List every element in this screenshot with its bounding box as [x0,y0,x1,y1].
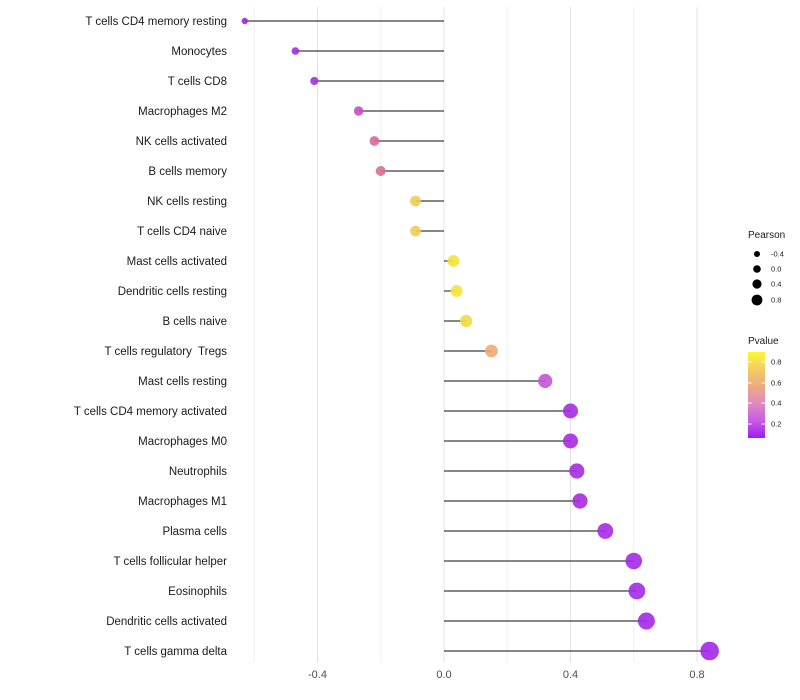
data-point[interactable] [353,106,364,116]
size-legend-label: 0.0 [771,265,781,274]
y-axis-label: T cells gamma delta [124,646,227,658]
data-point[interactable] [241,17,248,25]
x-axis-labels: -0.4 0.0 0.4 0.8 [308,669,705,681]
data-point[interactable] [628,582,646,600]
y-axis-label: Macrophages M0 [138,436,227,448]
x-axis-tick-label: -0.4 [308,669,327,681]
size-legend-dot [751,294,763,306]
data-point[interactable] [291,47,300,55]
y-axis-label: Dendritic cells activated [106,616,227,628]
y-axis-label: B cells naive [162,316,227,328]
y-axis-label: T cells CD4 naive [137,226,227,238]
data-point[interactable] [625,552,643,570]
pvalue-colorbar [748,352,765,438]
data-point[interactable] [485,344,498,358]
y-axis-label: Monocytes [171,46,227,58]
data-point[interactable] [563,403,578,419]
size-legend-label: -0.4 [771,250,784,259]
data-point[interactable] [700,641,719,661]
y-axis-label: T cells CD4 memory activated [74,406,227,418]
data-point[interactable] [450,285,463,297]
data-point[interactable] [410,195,421,207]
y-axis-label: Neutrophils [169,466,227,478]
data-point[interactable] [375,166,386,176]
colorbar-tick-labels: 0.8 0.6 0.4 0.2 [748,358,781,429]
data-point[interactable] [597,523,614,539]
data-point[interactable] [569,463,585,479]
y-axis-labels: T cells CD4 memory resting Monocytes T cel… [74,16,228,658]
y-axis-label: Mast cells resting [138,376,227,388]
size-legend-dot [752,279,762,289]
y-axis-label: NK cells activated [136,136,227,148]
x-axis-tick-label: 0.8 [689,669,704,681]
x-axis-tick-label: 0.0 [436,669,451,681]
y-axis-label: Eosinophils [168,586,227,598]
y-axis-label: B cells memory [148,166,227,178]
y-axis-label: Plasma cells [162,526,227,538]
y-axis-label: Dendritic cells resting [118,286,227,298]
y-axis-label: Macrophages M1 [138,496,227,508]
x-axis-tick-label: 0.4 [563,669,578,681]
y-axis-label: T cells regulatory Tregs [104,346,227,358]
data-point[interactable] [637,612,655,630]
lollipop-series [241,17,719,661]
legend: Pearson -0.40.00.40.8 Pvalue 0.80.60.40.… [748,230,785,438]
gridlines [253,7,698,662]
data-point[interactable] [447,255,460,267]
size-legend-entries: -0.4 0.0 0.4 0.8 [751,250,784,306]
colorbar-tick-label: 0.8 [771,358,781,367]
y-axis-label: Macrophages M2 [138,106,227,118]
y-axis-label: Mast cells activated [127,256,227,268]
data-point[interactable] [460,314,473,328]
data-point[interactable] [563,433,578,449]
size-legend-dot [754,251,760,257]
data-point[interactable] [572,493,588,509]
size-legend-title: Pearson [748,230,785,241]
data-point[interactable] [310,76,319,86]
colorbar-tick-label: 0.6 [771,379,781,388]
size-legend-label: 0.4 [771,280,781,289]
colorbar-tick-label: 0.4 [771,399,781,408]
y-axis-label: T cells CD8 [168,76,227,88]
size-legend-dot [753,265,761,273]
data-point[interactable] [538,373,553,389]
data-point[interactable] [410,225,421,237]
colorbar-tick-label: 0.2 [771,420,781,429]
y-axis-label: NK cells resting [147,196,227,208]
data-point[interactable] [369,136,380,146]
y-axis-label: T cells CD4 memory resting [85,16,227,28]
color-legend-title: Pvalue [748,336,779,347]
y-axis-label: T cells follicular helper [113,556,227,568]
size-legend-label: 0.8 [771,296,781,305]
